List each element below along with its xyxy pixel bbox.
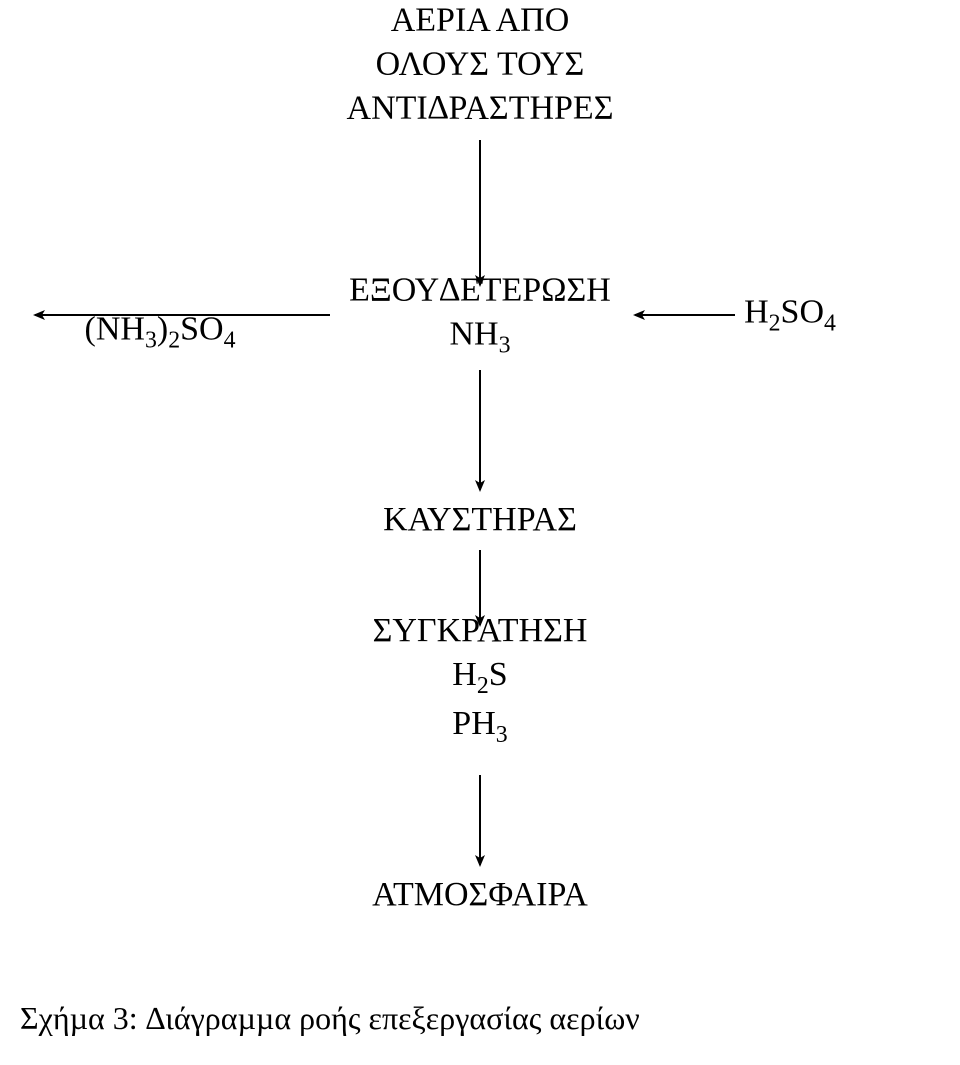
figure-caption: Σχήµα 3: ∆ιάγραµµα ροής επεξεργασίας αερ…: [0, 1000, 960, 1037]
flow-diagram: ΑΕΡΙΑ ΑΠΟΟΛΟΥΣ ΤΟΥΣΑΝΤΙ∆ΡΑΣΤΗΡΕΣ (NH3)2S…: [0, 0, 960, 1065]
edges-layer: [0, 0, 960, 1065]
